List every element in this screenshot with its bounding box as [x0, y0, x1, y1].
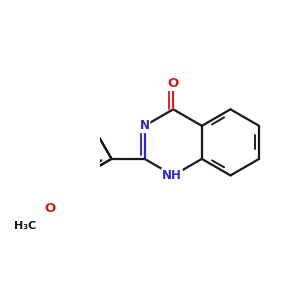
Text: H₃C: H₃C [14, 221, 37, 231]
Text: NH: NH [162, 169, 182, 182]
Text: O: O [168, 77, 179, 90]
Text: O: O [45, 202, 56, 215]
Text: N: N [140, 119, 150, 132]
